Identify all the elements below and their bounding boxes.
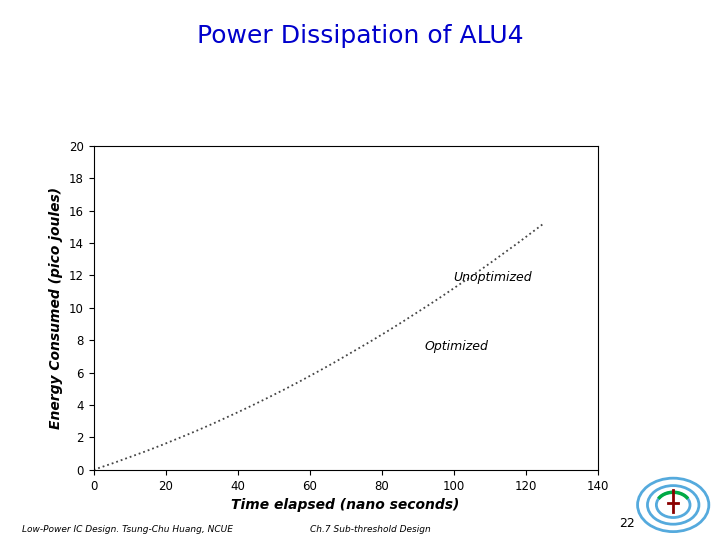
- Text: Optimized: Optimized: [425, 340, 489, 353]
- Text: 22: 22: [619, 517, 635, 530]
- Text: Unoptimized: Unoptimized: [454, 271, 532, 284]
- X-axis label: Time elapsed (nano seconds): Time elapsed (nano seconds): [231, 498, 460, 512]
- Text: Ch.7 Sub-threshold Design: Ch.7 Sub-threshold Design: [310, 524, 431, 534]
- Y-axis label: Energy Consumed (pico joules): Energy Consumed (pico joules): [50, 187, 63, 429]
- Text: Low-Power IC Design. Tsung-Chu Huang, NCUE: Low-Power IC Design. Tsung-Chu Huang, NC…: [22, 524, 233, 534]
- Text: Power Dissipation of ALU4: Power Dissipation of ALU4: [197, 24, 523, 48]
